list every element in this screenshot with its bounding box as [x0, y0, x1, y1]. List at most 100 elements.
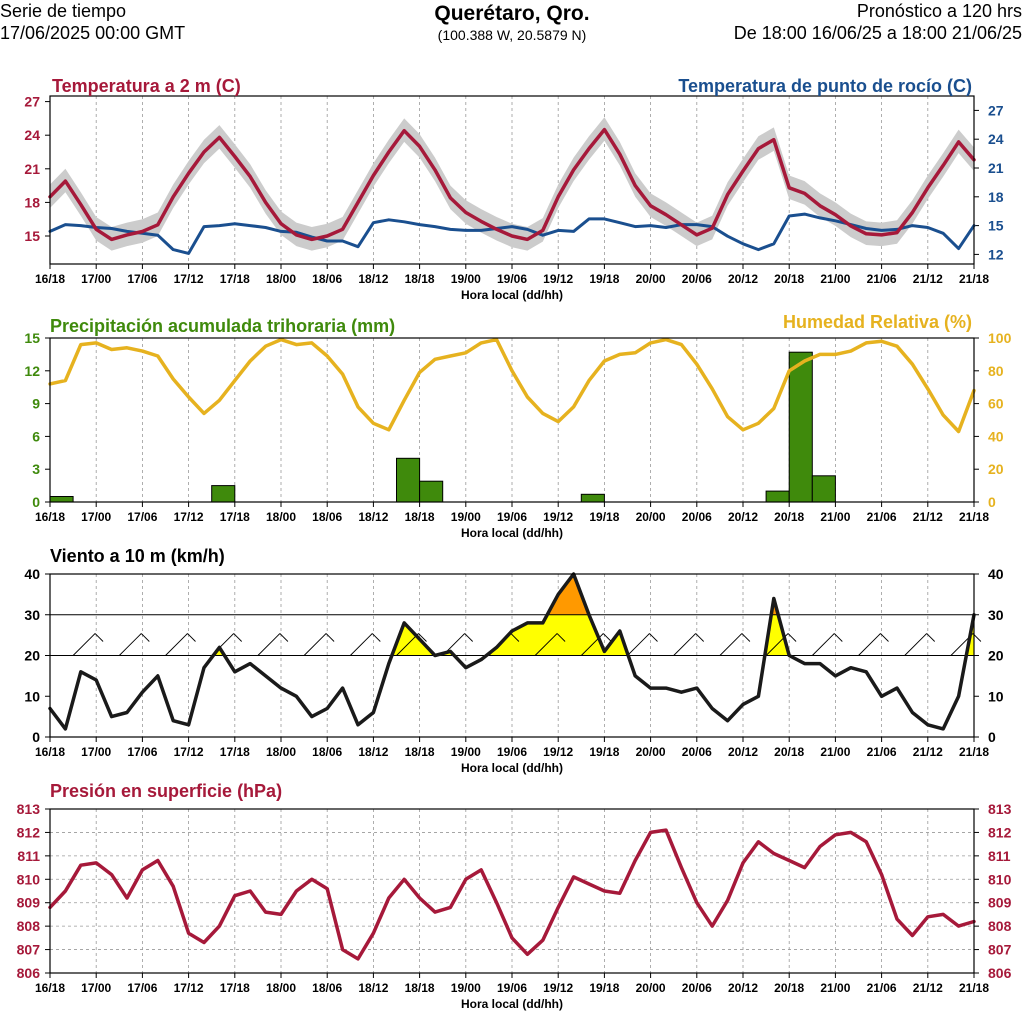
- precipitation-bar: [788, 351, 813, 503]
- precipitation-bar: [396, 457, 421, 503]
- wind-barb: [673, 633, 697, 656]
- panel-frame: [49, 808, 975, 974]
- wind-title: Viento a 10 m (km/h): [50, 546, 225, 566]
- wind-barb: [94, 633, 104, 642]
- wind-barb: [787, 633, 797, 642]
- wind-barb: [880, 633, 889, 642]
- humidity-title: Humedad Relativa (%): [783, 312, 972, 332]
- y-tick-label-right: 10: [988, 688, 1004, 704]
- x-tick-label: 20/18: [774, 745, 804, 759]
- y-tick-label-right: 807: [988, 942, 1012, 958]
- wind-barb: [833, 633, 843, 642]
- x-tick-label: 17/00: [81, 510, 111, 524]
- x-tick-label: 17/18: [220, 981, 250, 995]
- y-tick-label-left: 24: [24, 127, 40, 143]
- x-tick-label: 18/12: [358, 745, 388, 759]
- x-tick-label: 21/12: [913, 510, 943, 524]
- x-tick-label: 19/06: [497, 272, 527, 286]
- x-tick-label: 17/12: [174, 981, 204, 995]
- x-tick-label: 16/18: [35, 745, 65, 759]
- y-tick-label-left: 811: [17, 848, 40, 864]
- header-left: Serie de tiempo 17/06/2025 00:00 GMT: [0, 0, 185, 44]
- x-tick-label: 19/18: [589, 272, 619, 286]
- x-tick-label: 21/00: [820, 272, 850, 286]
- x-tick-label: 19/12: [543, 510, 573, 524]
- wind-barb: [72, 633, 96, 656]
- y-tick-label-left: 0: [32, 494, 40, 510]
- precipitation-bar: [419, 480, 444, 503]
- y-tick-label-left: 40: [24, 566, 40, 582]
- page-title: Querétaro, Qro.: [434, 2, 590, 25]
- y-tick-label-left: 9: [32, 396, 40, 412]
- x-tick-label: 18/00: [266, 272, 296, 286]
- x-tick-label: 19/18: [589, 745, 619, 759]
- precipitation-panel: 16/18 17/00 17/06 17/12 17/18 18/00 18/06 18/12…: [24, 312, 1011, 540]
- x-tick-label: 20/00: [636, 510, 666, 524]
- x-tick-label: 20/00: [636, 272, 666, 286]
- wind-barb: [279, 633, 289, 642]
- wind-barb: [556, 633, 566, 642]
- x-tick-label: 17/00: [81, 745, 111, 759]
- y-tick-label-left: 18: [24, 194, 40, 210]
- wind-barb: [719, 633, 743, 656]
- y-tick-label-left: 808: [17, 918, 41, 934]
- x-tick-label: 17/12: [174, 272, 204, 286]
- wind-barb: [464, 633, 474, 642]
- y-tick-label-right: 20: [988, 461, 1004, 477]
- y-tick-label-right: 80: [988, 363, 1004, 379]
- wind-barb: [741, 633, 751, 642]
- wind-barb: [325, 633, 335, 642]
- wind-barb: [165, 633, 188, 656]
- wind-barb: [904, 633, 928, 656]
- x-tick-label: 19/12: [543, 981, 573, 995]
- series-type-label: Serie de tiempo: [0, 1, 127, 21]
- wind-barb: [649, 633, 658, 642]
- x-tick-label: 18/18: [405, 745, 435, 759]
- y-tick-label-left: 809: [17, 895, 41, 911]
- wind-fill-above-20: [391, 622, 455, 656]
- y-tick-label-left: 812: [17, 824, 41, 840]
- x-tick-label: 21/06: [867, 272, 897, 286]
- panel-frame: [49, 95, 975, 265]
- x-tick-label: 18/00: [266, 745, 296, 759]
- wind-barb: [187, 633, 196, 642]
- x-tick-label: 19/00: [451, 510, 481, 524]
- x-axis-label: Hora local (dd/hh): [461, 288, 563, 302]
- x-tick-label: 17/06: [127, 745, 157, 759]
- y-tick-label-right: 40: [988, 566, 1004, 582]
- x-tick-label: 18/06: [312, 272, 342, 286]
- x-tick-label: 18/06: [312, 745, 342, 759]
- x-tick-label: 17/06: [127, 981, 157, 995]
- x-tick-label: 19/06: [497, 745, 527, 759]
- y-tick-label-right: 810: [988, 871, 1012, 887]
- x-tick-label: 19/18: [589, 981, 619, 995]
- x-tick-label: 19/06: [497, 510, 527, 524]
- temperature-panel: 16/18 17/00 17/06 17/12 17/18 18/00 18/06 18/12…: [24, 76, 1003, 302]
- wind-fill-above-30: [547, 574, 589, 615]
- y-tick-label-left: 807: [17, 942, 41, 958]
- wind-barb: [371, 633, 381, 642]
- forecast-range-label: De 18:00 16/06/25 a 18:00 21/06/25: [733, 23, 1022, 43]
- panel-frame: [49, 337, 975, 503]
- y-tick-label-left: 12: [24, 363, 40, 379]
- pressure-title: Presión en superficie (hPa): [50, 781, 282, 801]
- wind-barb: [695, 633, 705, 642]
- y-tick-label-right: 40: [988, 428, 1004, 444]
- x-tick-label: 20/00: [636, 981, 666, 995]
- x-tick-label: 16/18: [35, 510, 65, 524]
- x-tick-label: 18/18: [405, 510, 435, 524]
- header-right: Pronóstico a 120 hrs De 18:00 16/06/25 a…: [734, 0, 1022, 44]
- x-tick-label: 17/12: [174, 510, 204, 524]
- precipitation-title: Precipitación acumulada trihoraria (mm): [50, 316, 395, 336]
- x-tick-label: 20/12: [728, 745, 758, 759]
- x-tick-label: 18/12: [358, 510, 388, 524]
- y-tick-label-left: 10: [24, 688, 40, 704]
- x-axis-label: Hora local (dd/hh): [461, 526, 563, 540]
- temperature-title: Temperatura a 2 m (C): [52, 76, 241, 96]
- location-coords: (100.388 W, 20.5879 N): [437, 27, 587, 43]
- x-tick-label: 20/00: [636, 745, 666, 759]
- precipitation-bar: [580, 493, 605, 503]
- y-tick-label-left: 813: [17, 801, 41, 817]
- wind-barb: [627, 633, 650, 656]
- y-tick-label-right: 27: [988, 102, 1004, 118]
